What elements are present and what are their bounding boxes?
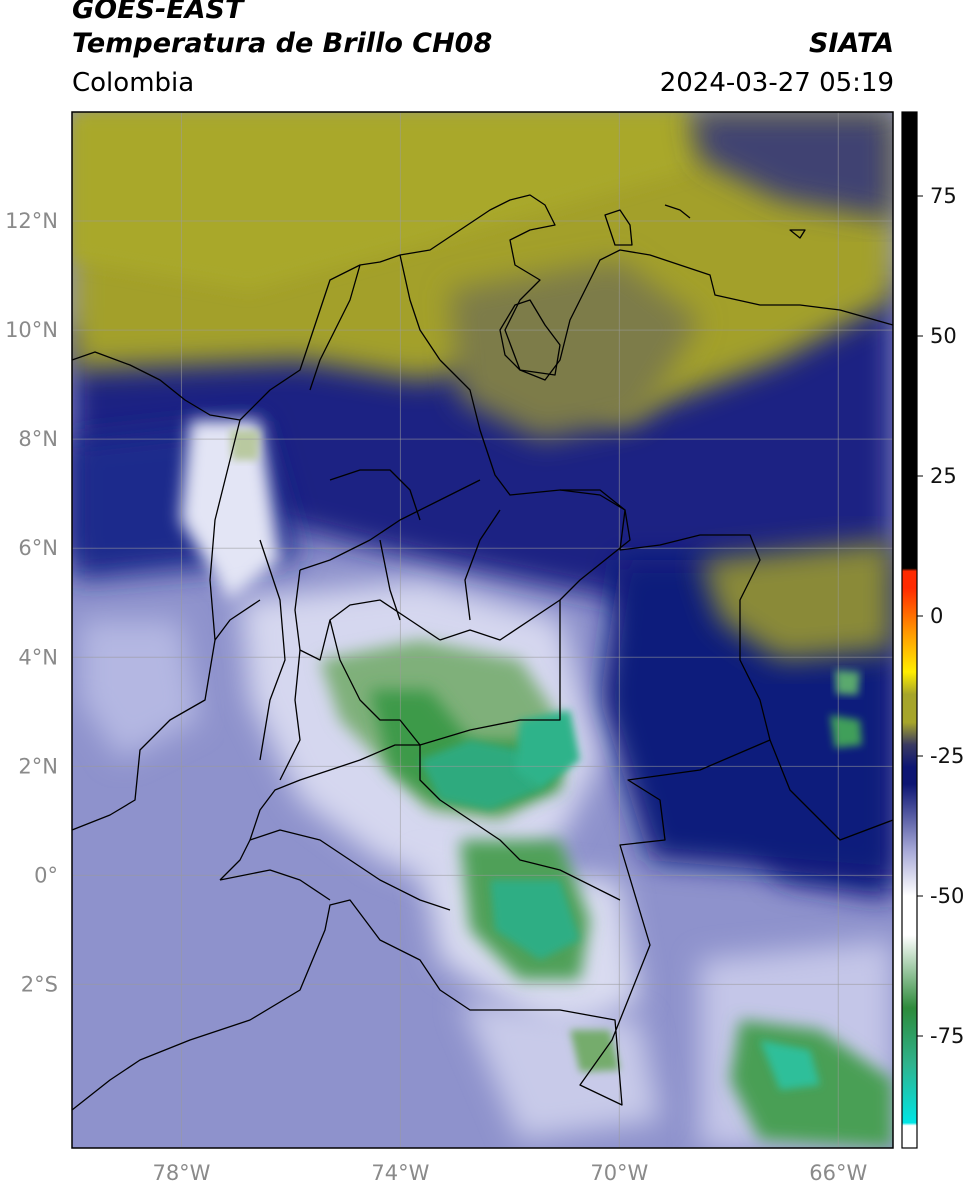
lat-tick-label: 0° <box>34 863 58 887</box>
satellite-title: GOES-EAST <box>72 0 244 25</box>
colorbar-tick-label: -50 <box>930 884 964 908</box>
longitude-tick-labels: 78°W 74°W 70°W 66°W <box>152 1161 867 1185</box>
colorbar-tick-labels: 75 50 25 0 -25 -50 -75 <box>917 184 964 1048</box>
colorbar-tick-label: -75 <box>930 1024 964 1048</box>
colorbar-tick-label: 25 <box>930 464 957 488</box>
latitude-tick-labels: 12°N 10°N 8°N 6°N 4°N 2°N 0° 2°S <box>5 209 58 996</box>
lat-tick-label: 10°N <box>5 318 58 342</box>
region-label: Colombia <box>72 68 195 98</box>
lon-tick-label: 78°W <box>152 1161 210 1185</box>
product-title: Temperatura de Brillo CH08 <box>72 28 493 59</box>
lon-tick-label: 66°W <box>809 1161 867 1185</box>
colorbar-tick-label: 0 <box>930 604 943 628</box>
lat-tick-label: 2°N <box>18 754 58 778</box>
colorbar-scale <box>902 112 917 1148</box>
lat-tick-label: 2°S <box>21 972 58 996</box>
lon-tick-label: 70°W <box>590 1161 648 1185</box>
political-boundaries <box>71 194 894 1111</box>
map-frame <box>71 111 894 1149</box>
colorbar <box>901 111 918 1149</box>
lat-tick-label: 12°N <box>5 209 58 233</box>
lat-tick-label: 6°N <box>18 536 58 560</box>
colorbar-tick-label: 75 <box>930 184 957 208</box>
brightness-temperature-field <box>72 112 893 1148</box>
lat-tick-label: 8°N <box>18 427 58 451</box>
brand-label: SIATA <box>808 28 894 59</box>
lon-tick-label: 74°W <box>371 1161 429 1185</box>
map-gridlines <box>72 112 893 1148</box>
colorbar-tick-label: -25 <box>930 744 964 768</box>
datetime-label: 2024-03-27 05:19 <box>659 68 894 98</box>
colorbar-frame <box>901 111 918 1149</box>
colorbar-tick-label: 50 <box>930 324 957 348</box>
lat-tick-label: 4°N <box>18 645 58 669</box>
